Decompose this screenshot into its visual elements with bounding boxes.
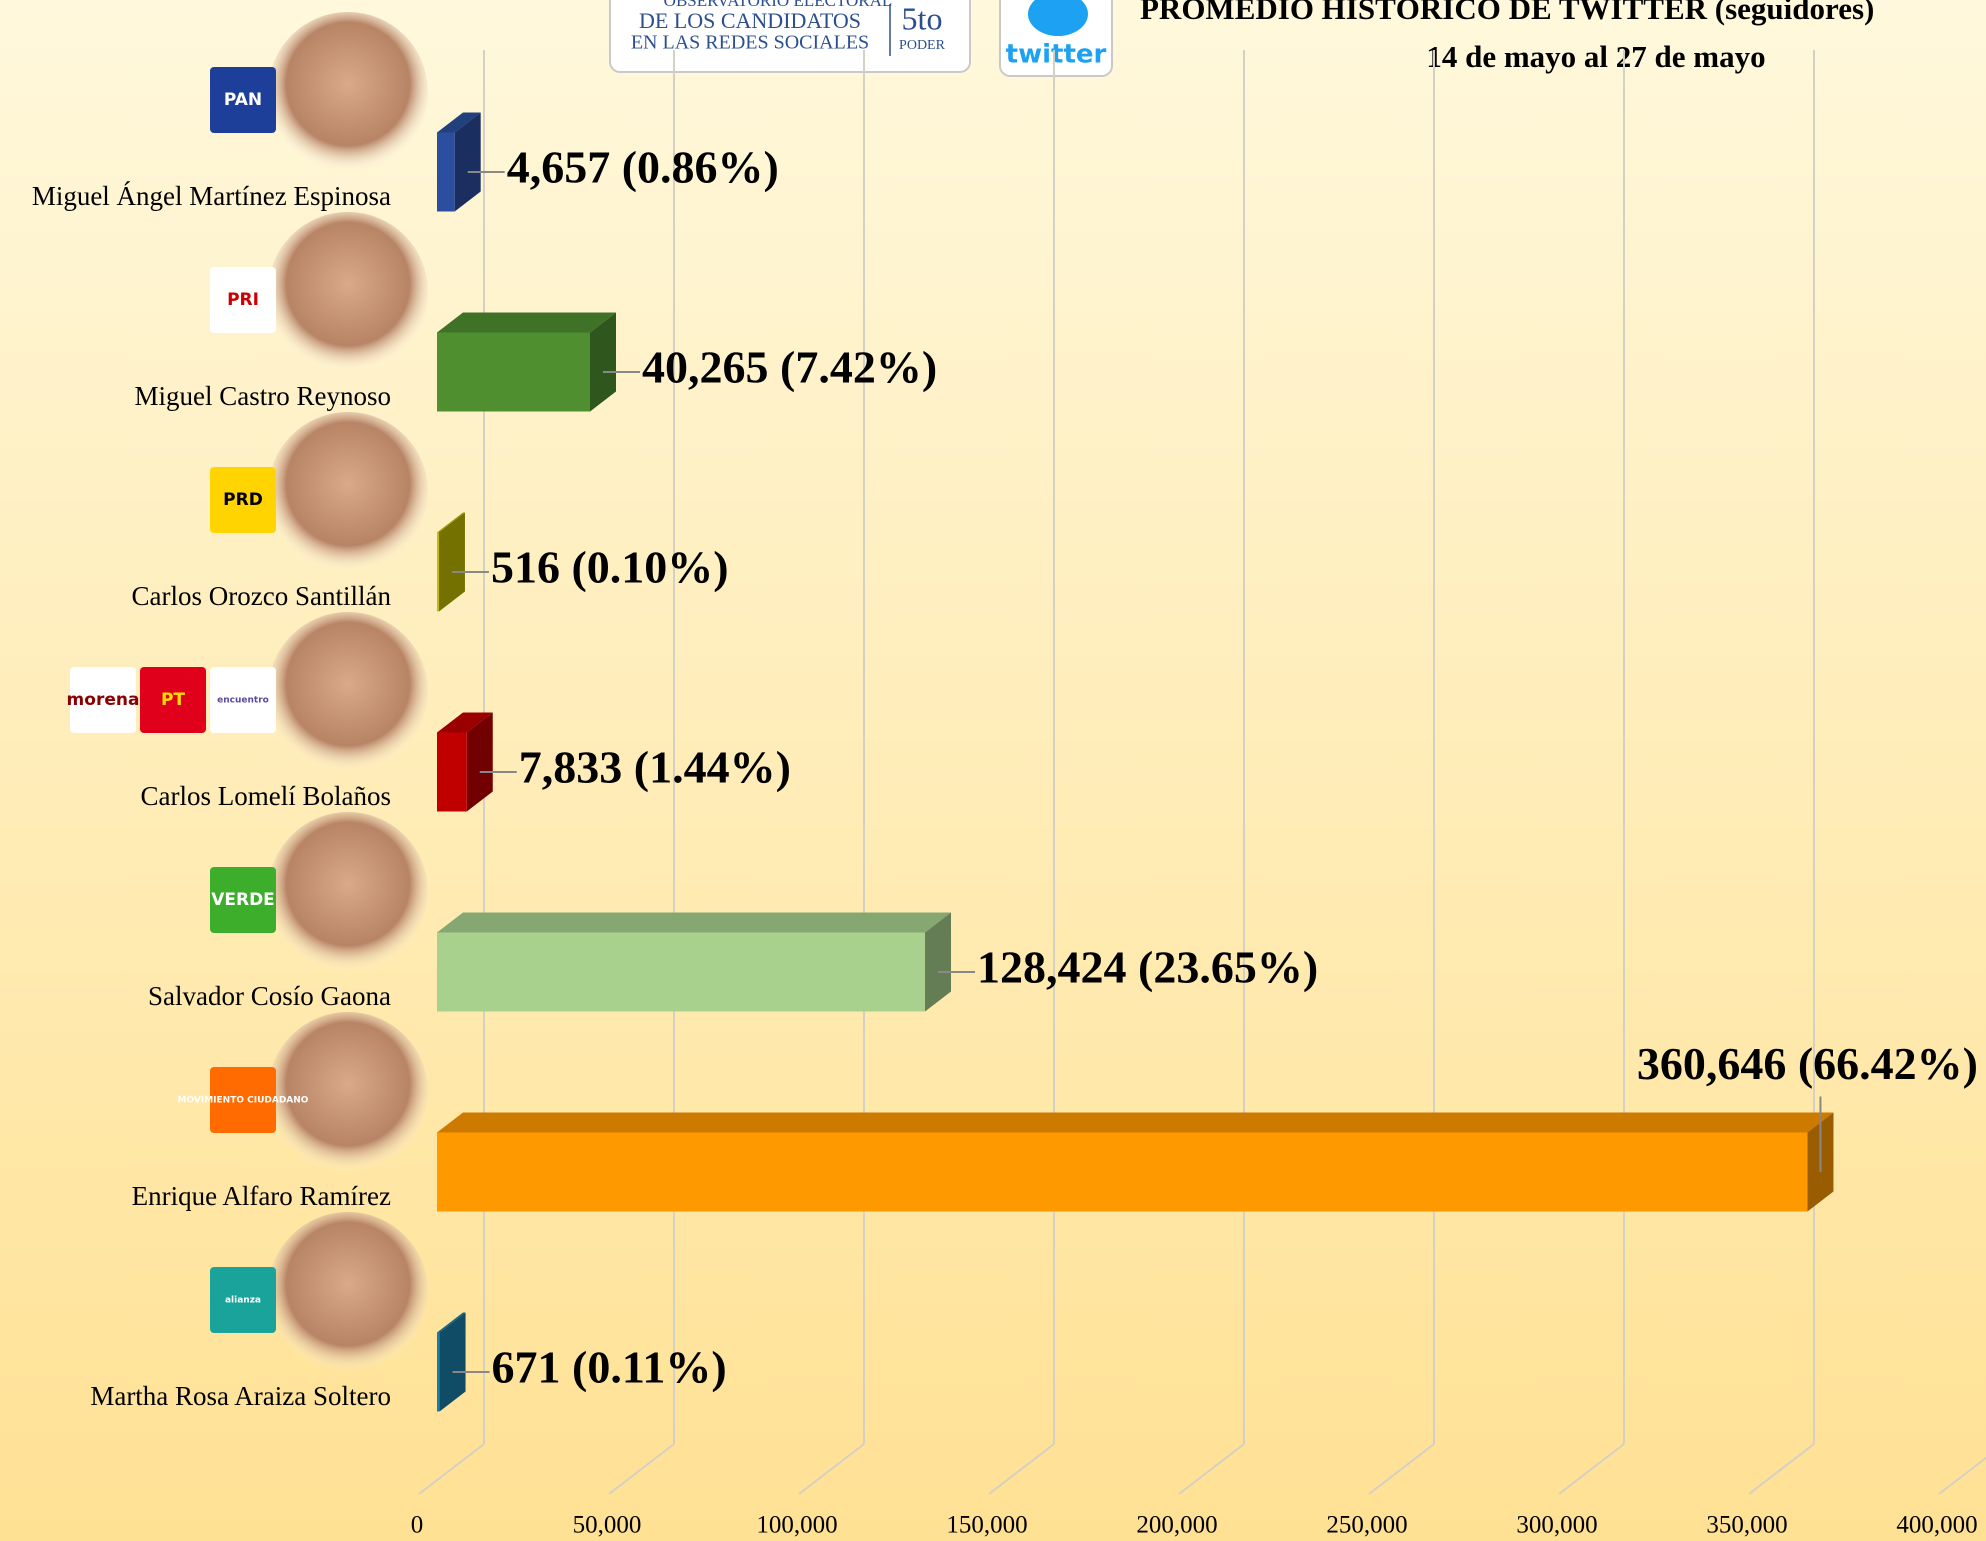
candidate-photo <box>268 12 428 172</box>
bar-front <box>437 532 439 612</box>
candidate-photo <box>268 612 428 772</box>
party-logo <box>210 467 276 533</box>
chart-subtitle: 14 de mayo al 27 de mayo <box>1426 39 1765 74</box>
logo-line: EN LAS REDES SOCIALES <box>631 32 869 54</box>
x-tick-label: 300,000 <box>1516 1512 1597 1539</box>
party-logo <box>210 1067 276 1133</box>
bar <box>437 712 493 812</box>
party-logo-text: alianza <box>225 1296 261 1306</box>
party-logo-text: PAN <box>224 90 262 110</box>
value-label: 516 (0.10%) <box>491 542 729 593</box>
candidate-photo <box>268 212 428 372</box>
candidate-photo <box>268 1212 428 1372</box>
bar <box>437 1112 1834 1212</box>
party-logo <box>210 267 276 333</box>
logo-word: twitter <box>1006 40 1107 70</box>
bar <box>437 512 465 612</box>
bar-side <box>454 112 481 212</box>
x-tick-label: 0 <box>411 1512 424 1539</box>
value-label: 671 (0.11%) <box>492 1342 727 1393</box>
bar-top <box>437 512 465 533</box>
x-tick-label: 400,000 <box>1896 1512 1977 1539</box>
chart-title: PROMEDIO HISTÓRICO DE TWITTER (seguidore… <box>1140 0 1874 26</box>
bar-side <box>439 1312 466 1412</box>
bar-side <box>590 312 617 412</box>
bar-front <box>437 732 467 812</box>
bar-top <box>437 712 493 733</box>
floor-line <box>1178 1443 1245 1495</box>
party-logo <box>70 667 136 733</box>
party-logo-text: PRI <box>227 290 259 310</box>
category-label: Carlos Orozco Santillán <box>132 581 392 611</box>
party-logo <box>210 1267 276 1333</box>
category-label: Enrique Alfaro Ramírez <box>132 1181 391 1211</box>
category-label: Miguel Ángel Martínez Espinosa <box>32 181 391 211</box>
floor-line <box>1748 1443 1815 1495</box>
bar <box>437 912 952 1012</box>
category-label: Martha Rosa Araiza Soltero <box>90 1381 391 1411</box>
bar-top <box>437 1112 1834 1133</box>
floor-line <box>798 1443 865 1495</box>
category-label: Miguel Castro Reynoso <box>135 381 392 411</box>
x-tick-label: 100,000 <box>756 1512 837 1539</box>
party-logo-text: PT <box>161 690 185 710</box>
bar <box>437 1312 466 1412</box>
bar-side <box>438 512 465 612</box>
candidate-photo <box>268 1012 428 1172</box>
twitter-logo: twitter <box>999 0 1113 77</box>
bar <box>437 112 481 212</box>
value-label: 40,265 (7.42%) <box>642 342 937 393</box>
logo-brand: PODER <box>899 38 946 53</box>
logo-brand: 5to <box>902 0 943 36</box>
logo-line: DE LOS CANDIDATOS <box>639 8 861 33</box>
bar-front <box>437 932 926 1012</box>
value-label: 4,657 (0.86%) <box>507 142 779 193</box>
floor-line <box>1368 1443 1435 1495</box>
party-logo-text: morena <box>67 690 140 710</box>
party-logo-text: PRD <box>223 490 263 510</box>
party-logo <box>140 667 206 733</box>
bar-top <box>437 912 952 933</box>
bird <box>1028 0 1088 36</box>
party-logo <box>210 667 276 733</box>
logo-box <box>609 0 971 73</box>
observatory-logo: OBSERVATORIO ELECTORAL DE LOS CANDIDATOS… <box>609 0 971 73</box>
bar-top <box>437 312 617 333</box>
bar-front <box>437 132 455 212</box>
bar-top <box>437 112 481 133</box>
value-label: 128,424 (23.65%) <box>977 942 1318 993</box>
x-tick-label: 250,000 <box>1326 1512 1407 1539</box>
bar-top <box>437 1312 466 1333</box>
floor-line <box>608 1443 675 1495</box>
bar-front <box>437 1332 440 1412</box>
bar-front <box>437 1132 1808 1212</box>
x-tick-label: 50,000 <box>573 1512 642 1539</box>
bar-side <box>466 712 493 812</box>
bar-side <box>925 912 952 1012</box>
x-tick-label: 350,000 <box>1706 1512 1787 1539</box>
floor-line <box>1938 1456 1986 1495</box>
floor-line <box>1558 1443 1625 1495</box>
x-tick-label: 200,000 <box>1136 1512 1217 1539</box>
logo-line: OBSERVATORIO ELECTORAL <box>664 0 893 10</box>
x-tick-label: 150,000 <box>946 1512 1027 1539</box>
party-logo-text: MOVIMIENTO CIUDADANO <box>178 1096 309 1106</box>
bar-front <box>437 332 591 412</box>
party-logo <box>210 67 276 133</box>
party-logo <box>210 867 276 933</box>
value-label: 360,646 (66.42%) <box>1637 1038 1978 1089</box>
floor-line <box>418 1443 485 1495</box>
candidate-photo <box>268 412 428 572</box>
party-logo-text: VERDE <box>211 890 275 910</box>
candidate-photo <box>268 812 428 972</box>
bar <box>437 312 617 412</box>
party-logo-text: encuentro <box>217 696 269 706</box>
category-label: Salvador Cosío Gaona <box>148 981 391 1011</box>
category-label: Carlos Lomelí Bolaños <box>141 781 391 811</box>
floor-line <box>988 1443 1055 1495</box>
value-label: 7,833 (1.44%) <box>519 742 791 793</box>
